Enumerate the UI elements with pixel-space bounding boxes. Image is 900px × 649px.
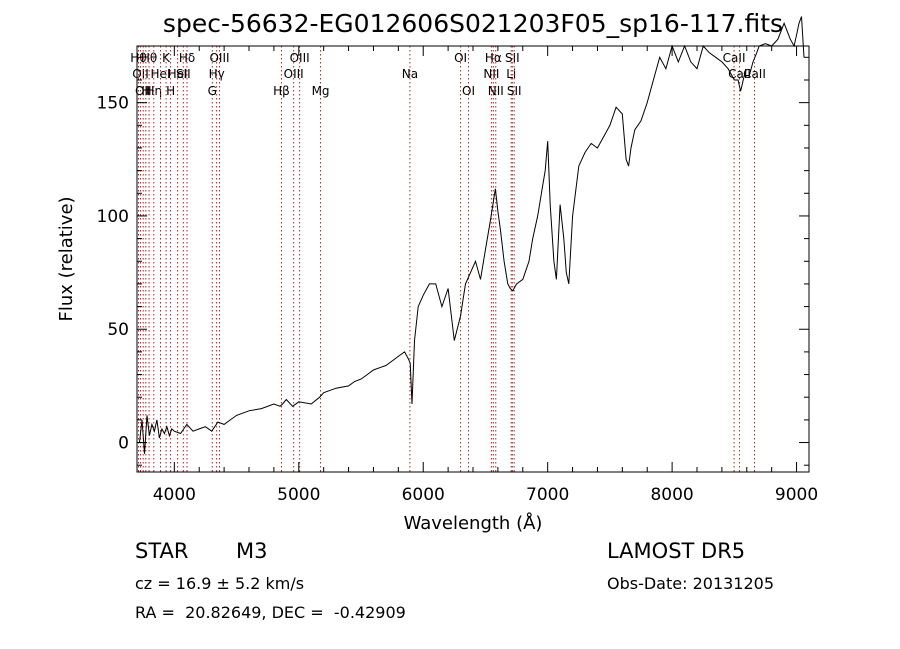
- plot-frame: [136, 45, 810, 473]
- axes: 4000 5000 6000 7000 8000 9000 0 50 100 150: [97, 46, 818, 505]
- obs-date: Obs-Date: 20131205: [607, 574, 775, 593]
- redshift-line: cz = 16.9 ± 5.2 km/s: [135, 574, 305, 593]
- y-tick-label-1: 50: [107, 320, 129, 340]
- line-marker-label-22: NII: [483, 67, 499, 81]
- line-marker-label-26: SII: [505, 51, 520, 65]
- coordinates: RA = 20.82649, DEC = -0.42909: [135, 603, 406, 622]
- line-marker-label-11: Hδ: [179, 51, 195, 65]
- line-marker-label-15: Hβ: [273, 84, 290, 98]
- object-class: STAR: [135, 539, 189, 563]
- line-marker-label-1: OII: [132, 67, 149, 81]
- line-marker-label-28: CaII: [723, 51, 746, 65]
- line-marker-label-12: G: [208, 84, 217, 98]
- y-tick-label-0: 0: [118, 434, 129, 454]
- line-marker-label-18: Mg: [312, 84, 330, 98]
- y-axis-label: Flux (relative): [56, 196, 77, 321]
- x-tick-label-4: 8000: [650, 485, 693, 505]
- line-marker-label-21: OI: [462, 84, 475, 98]
- y-tick-label-3: 150: [97, 94, 129, 114]
- line-marker-label-9: HeI: [168, 67, 188, 81]
- line-marker-label-3: H: [141, 84, 150, 98]
- line-marker-label-29: CaII: [728, 67, 751, 81]
- line-marker-label-16: OIII: [284, 67, 304, 81]
- line-marker-label-19: Na: [402, 67, 418, 81]
- line-marker-label-24: NII: [488, 84, 504, 98]
- x-axis-label: Wavelength (Å): [404, 512, 543, 534]
- line-marker-label-23: Hα: [485, 51, 502, 65]
- line-marker-label-25: Li: [506, 67, 516, 81]
- survey-name: LAMOST DR5: [607, 539, 746, 563]
- object-subclass: M3: [236, 539, 268, 563]
- line-marker-label-27: SII: [507, 84, 522, 98]
- x-tick-label-3: 7000: [526, 485, 569, 505]
- spectrum-series-line: [139, 16, 805, 454]
- line-marker-label-13: Hγ: [209, 67, 225, 81]
- line-marker-label-0: Hθ: [130, 51, 146, 65]
- line-marker-label-8: H: [166, 84, 175, 98]
- line-marker-label-7: K: [162, 51, 171, 65]
- line-marker-label-10: SII: [176, 67, 191, 81]
- line-marker-label-20: OI: [454, 51, 467, 65]
- x-tick-label-5: 9000: [775, 485, 818, 505]
- line-marker-label-5: Hη: [145, 84, 162, 98]
- line-marker-label-14: OIII: [209, 51, 229, 65]
- data-layer: [139, 16, 805, 454]
- line-marker-label-4: Hθ: [141, 51, 157, 65]
- line-marker-label-6: HeI: [151, 67, 171, 81]
- line-marker-label-30: CaII: [743, 67, 766, 81]
- chart-title: spec-56632-EG012606S021203F05_sp16-117.f…: [163, 9, 783, 38]
- spectral-line-markers: HθOIIOIIHHθHηHeIKHHeISIIHδGHγOIIIHβOIIIO…: [130, 46, 766, 472]
- line-marker-label-2: OII: [135, 84, 152, 98]
- x-tick-label-1: 5000: [277, 485, 320, 505]
- y-tick-label-2: 100: [97, 207, 129, 227]
- x-tick-label-0: 4000: [153, 485, 196, 505]
- line-marker-label-17: OIII: [290, 51, 310, 65]
- x-tick-label-2: 6000: [402, 485, 445, 505]
